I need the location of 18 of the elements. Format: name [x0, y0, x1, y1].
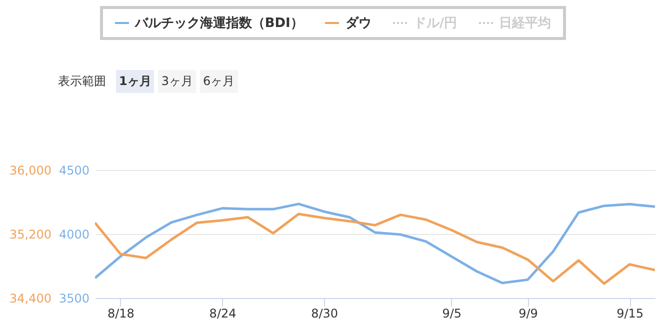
- x-tick-label: 9/5: [442, 306, 462, 320]
- y2-tick-label: 35,200: [10, 228, 52, 242]
- x-tick-label: 9/15: [616, 306, 644, 320]
- y2-tick-label: 36,000: [10, 164, 52, 178]
- x-tick-label: 8/24: [209, 306, 236, 320]
- y2-tick-label: 34,400: [10, 292, 52, 306]
- y-tick-label: 4000: [58, 228, 90, 242]
- text: 1ヶ月: [116, 70, 154, 93]
- y-tick-label: 3500: [58, 292, 90, 306]
- x-tick-label: 9/9: [518, 306, 538, 320]
- legend-label: バルチック海運指数（BDI）: [134, 15, 304, 32]
- x-tick-label: 8/18: [107, 306, 134, 320]
- text: 表示範囲: [58, 73, 106, 90]
- text: 3ヶ月: [158, 70, 196, 93]
- y-tick-label: 4500: [58, 164, 90, 178]
- x-tick-label: 8/30: [311, 306, 338, 320]
- text: 6ヶ月: [200, 70, 238, 93]
- legend-label: ダウ: [345, 15, 372, 32]
